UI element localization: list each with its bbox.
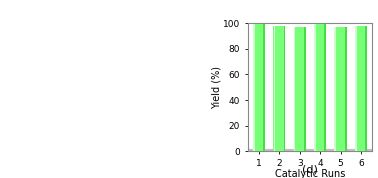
Bar <box>335 27 347 151</box>
Bar <box>324 24 326 151</box>
Bar <box>253 24 254 151</box>
Bar <box>355 151 368 155</box>
Bar <box>293 151 306 155</box>
Bar <box>304 27 306 151</box>
Bar <box>252 151 265 155</box>
Bar <box>253 24 265 151</box>
Bar <box>314 24 326 151</box>
Bar <box>355 26 357 151</box>
Bar <box>284 26 285 151</box>
Y-axis label: Yield (%): Yield (%) <box>211 66 221 109</box>
Bar <box>314 151 327 155</box>
Bar <box>334 151 347 155</box>
Bar <box>263 24 265 151</box>
X-axis label: Catalytic Runs: Catalytic Runs <box>275 169 345 178</box>
Bar <box>273 26 285 151</box>
Bar <box>294 27 296 151</box>
Bar <box>335 27 336 151</box>
Bar <box>273 151 286 155</box>
Bar <box>314 24 316 151</box>
Bar <box>345 27 347 151</box>
Bar <box>294 27 306 151</box>
Bar <box>366 26 367 151</box>
Text: (d): (d) <box>302 164 318 174</box>
Bar <box>273 26 275 151</box>
Bar <box>355 26 367 151</box>
